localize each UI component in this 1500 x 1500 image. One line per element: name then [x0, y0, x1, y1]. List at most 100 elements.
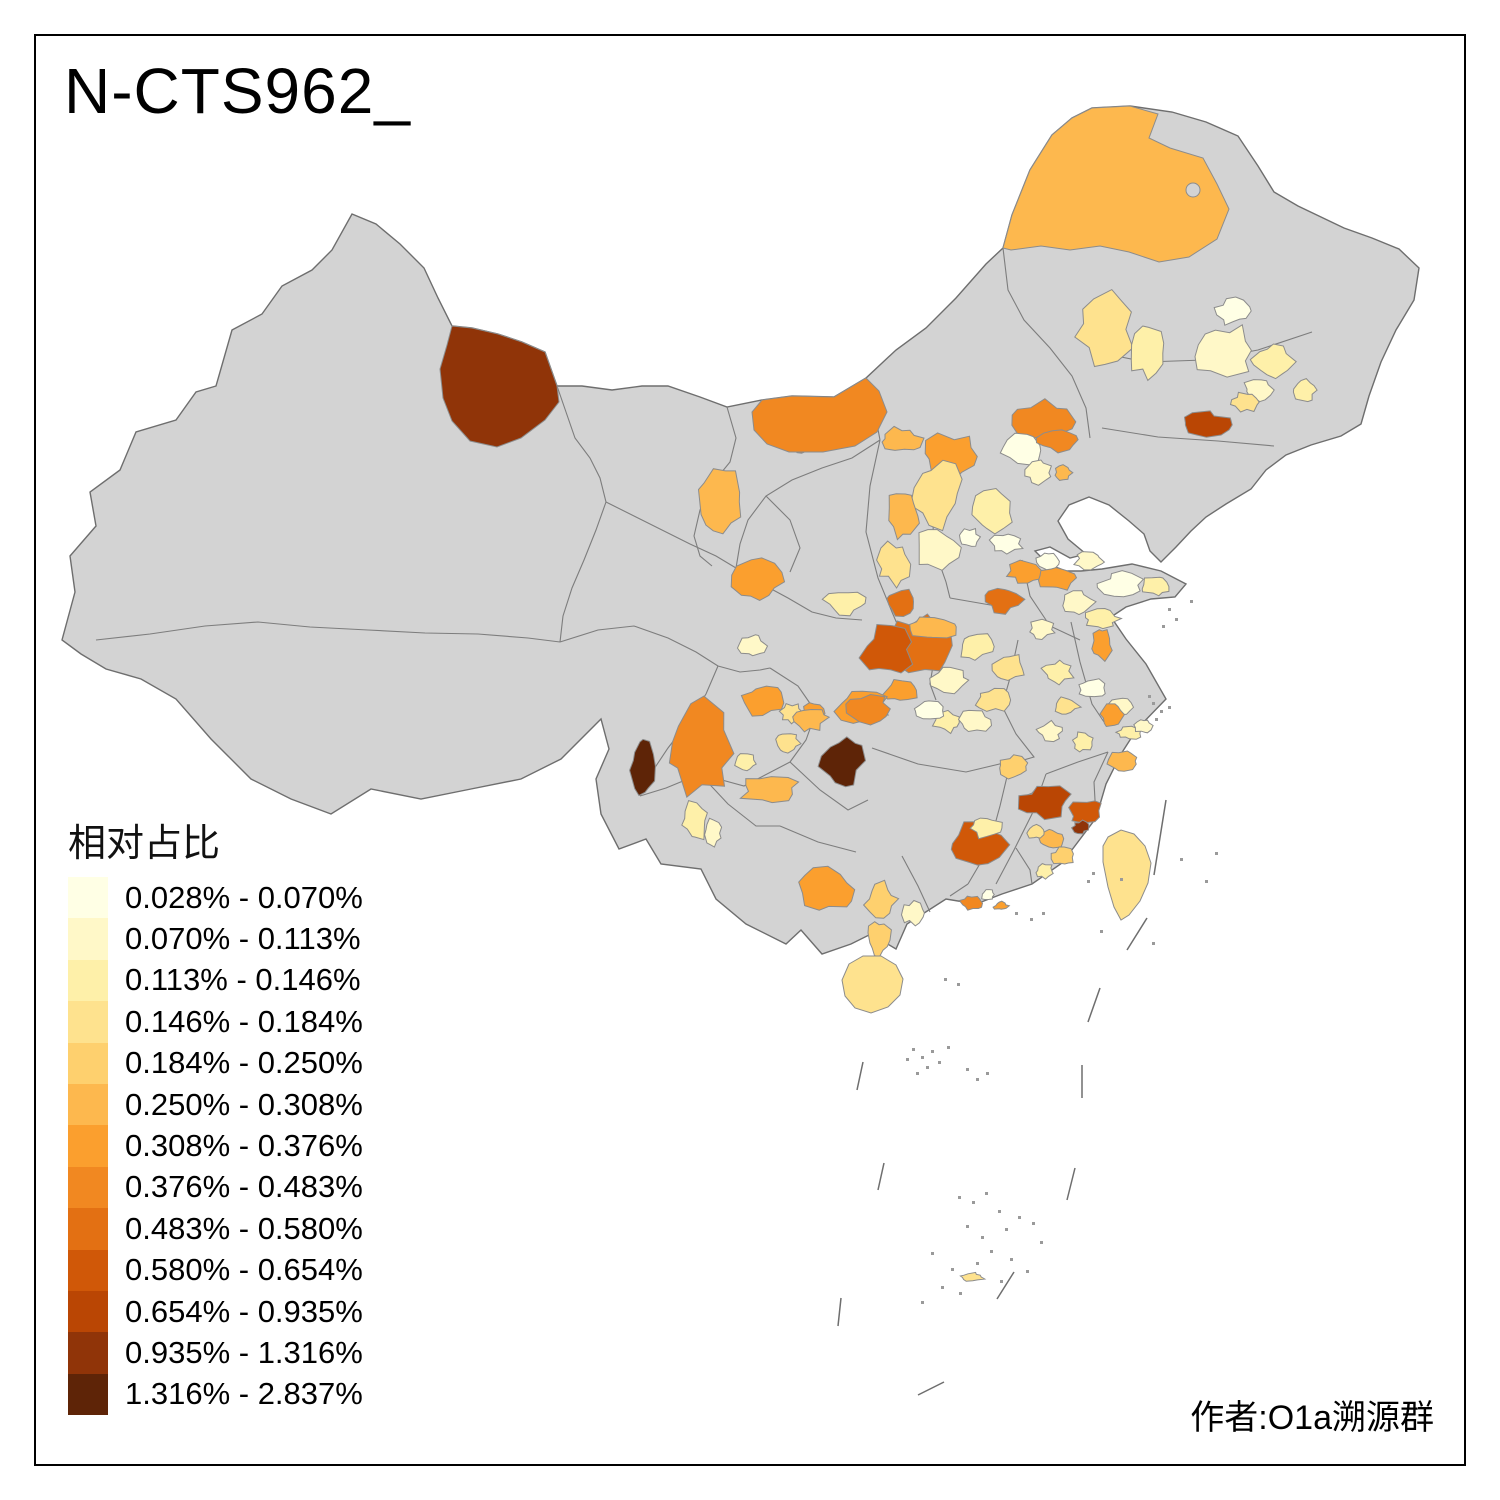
legend-item: 0.308% - 0.376% [68, 1125, 363, 1167]
colored-region [971, 487, 1013, 535]
legend-swatch [68, 1042, 108, 1084]
colored-region [1074, 288, 1134, 368]
colored-region [1085, 607, 1123, 630]
legend-range-label: 0.308% - 0.376% [125, 1128, 363, 1164]
legend-item: 0.028% - 0.070% [68, 877, 363, 919]
island-dot [957, 983, 960, 986]
colored-region [1096, 570, 1145, 598]
colored-region [740, 685, 785, 717]
colored-region [1050, 846, 1074, 865]
legend-range-label: 0.146% - 0.184% [125, 1003, 363, 1039]
colored-region [1072, 551, 1106, 571]
colored-region [681, 799, 708, 841]
legend: 0.028% - 0.070% 0.070% - 0.113% 0.113% - 0… [68, 877, 363, 1416]
island-dot [998, 1210, 1001, 1213]
colored-region [1194, 323, 1252, 378]
island-dot [959, 1292, 962, 1295]
colored-region [1035, 863, 1054, 880]
legend-swatch [68, 877, 108, 919]
colored-region [1062, 590, 1097, 616]
island-dot [1087, 880, 1090, 883]
northwest-dark-region [439, 325, 560, 448]
colored-region [1099, 703, 1126, 728]
colored-region [918, 529, 962, 571]
island-dot [921, 1056, 924, 1059]
colored-region [1054, 464, 1074, 481]
legend-range-label: 0.935% - 1.316% [125, 1334, 363, 1370]
legend-swatch [68, 918, 108, 960]
colored-region [817, 736, 867, 788]
colored-region [1035, 429, 1079, 454]
island-dot [947, 1046, 950, 1049]
legend-item: 0.113% - 0.146% [68, 959, 363, 1002]
colored-region [1106, 750, 1138, 772]
island-dot [1100, 930, 1103, 933]
legend-item: 0.654% - 0.935% [68, 1290, 363, 1333]
island-dot [1168, 706, 1171, 709]
colored-region [739, 776, 800, 804]
colored-region [792, 708, 831, 733]
legend-swatch [68, 959, 108, 1002]
legend-swatch [68, 1249, 108, 1291]
colored-region [862, 879, 900, 919]
colored-regions [629, 288, 1318, 1282]
colored-region [1141, 576, 1170, 597]
island-dot [951, 1268, 954, 1271]
island-dot [916, 1072, 919, 1075]
colored-region [881, 425, 925, 451]
colored-region [798, 865, 856, 911]
colored-region [886, 588, 915, 618]
colored-region [1070, 819, 1090, 835]
legend-swatch [68, 1083, 108, 1126]
colored-region [960, 633, 995, 661]
colored-region [775, 733, 802, 754]
colored-region [929, 666, 970, 695]
island-dot [1180, 858, 1183, 861]
colored-region [900, 899, 925, 927]
colored-region [991, 653, 1025, 682]
legend-swatch [68, 1373, 108, 1416]
legend-swatch [68, 1332, 108, 1374]
colored-region [999, 754, 1029, 780]
legend-range-label: 0.376% - 0.483% [125, 1169, 363, 1205]
island-dot [1030, 918, 1033, 921]
colored-region [1040, 659, 1075, 686]
island-dot [1010, 1258, 1013, 1261]
colored-region [734, 753, 757, 772]
island-dot [938, 1061, 941, 1064]
colored-region [1183, 410, 1233, 438]
legend-swatch [68, 1001, 108, 1043]
legend-swatch [68, 1208, 108, 1250]
colored-region [867, 921, 892, 958]
legend-swatch [68, 1125, 108, 1167]
colored-region [974, 687, 1012, 712]
legend-swatch [68, 1290, 108, 1333]
colored-region [1017, 785, 1072, 821]
island-dot [976, 1262, 979, 1265]
colored-region [981, 889, 995, 901]
colored-region [1078, 678, 1106, 698]
island-dot [1148, 695, 1151, 698]
legend-item: 0.070% - 0.113% [68, 918, 363, 960]
colored-region [876, 540, 912, 589]
colored-region [1292, 378, 1318, 403]
island-dot [912, 1048, 915, 1051]
colored-region [1091, 628, 1113, 663]
island-dot [944, 978, 947, 981]
colored-region [959, 1271, 987, 1282]
colored-region [909, 616, 957, 639]
island-dot [986, 1072, 989, 1075]
legend-range-label: 0.028% - 0.070% [125, 879, 363, 915]
island-dot [1162, 625, 1165, 628]
colored-region [988, 533, 1024, 555]
legend-item: 0.376% - 0.483% [68, 1166, 363, 1209]
colored-region [984, 587, 1026, 615]
colored-region [1005, 559, 1045, 584]
colored-region [821, 591, 867, 617]
island-dot [976, 1078, 979, 1081]
colored-region [1213, 296, 1252, 326]
island-dot [972, 1201, 975, 1204]
colored-region [736, 634, 769, 657]
